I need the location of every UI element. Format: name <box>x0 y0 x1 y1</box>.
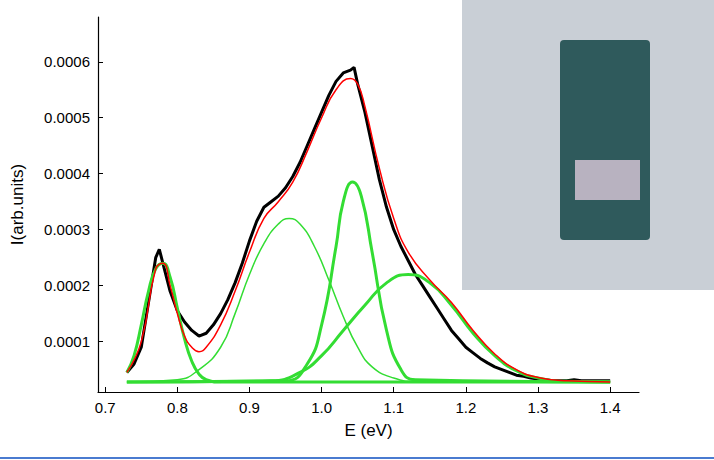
svg-text:0.0003: 0.0003 <box>44 221 90 238</box>
svg-text:0.0002: 0.0002 <box>44 277 90 294</box>
svg-text:1.1: 1.1 <box>383 399 404 416</box>
svg-text:0.0005: 0.0005 <box>44 109 90 126</box>
svg-text:I(arb.units): I(arb.units) <box>8 164 27 245</box>
svg-text:0.0001: 0.0001 <box>44 333 90 350</box>
svg-text:0.0004: 0.0004 <box>44 165 90 182</box>
svg-text:E (eV): E (eV) <box>344 421 392 440</box>
svg-text:1.4: 1.4 <box>600 399 621 416</box>
svg-text:0.8: 0.8 <box>167 399 188 416</box>
svg-text:1.0: 1.0 <box>311 399 332 416</box>
svg-text:1.2: 1.2 <box>455 399 476 416</box>
svg-text:0.0006: 0.0006 <box>44 53 90 70</box>
svg-text:1.3: 1.3 <box>528 399 549 416</box>
svg-text:0.7: 0.7 <box>95 399 116 416</box>
svg-text:0.9: 0.9 <box>239 399 260 416</box>
